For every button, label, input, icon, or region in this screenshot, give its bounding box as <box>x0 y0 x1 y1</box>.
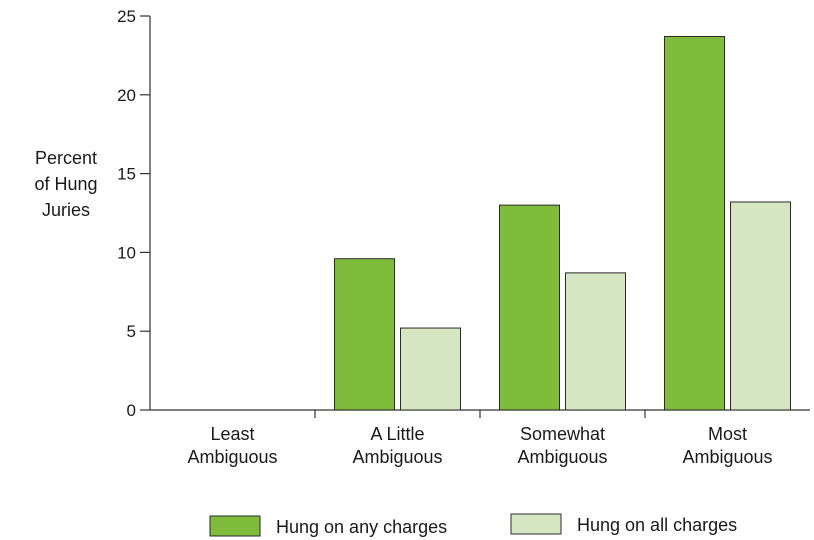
y-tick-label: 25 <box>117 7 136 26</box>
y-tick-label: 20 <box>117 86 136 105</box>
bar <box>499 204 560 411</box>
bar <box>664 35 725 411</box>
x-category-label: Least <box>210 424 254 444</box>
y-axis-ticks: 0 5 10 15 20 25 <box>117 7 150 420</box>
y-axis-title-line-2: of Hung <box>34 174 97 194</box>
x-category-label: Ambiguous <box>187 447 277 467</box>
x-category-label: Ambiguous <box>352 447 442 467</box>
bar <box>400 327 461 411</box>
y-tick-label: 0 <box>127 401 136 420</box>
y-axis-title-line-3: Juries <box>42 200 90 220</box>
legend-label: Hung on all charges <box>577 515 737 535</box>
legend: Hung on any charges Hung on all charges <box>209 513 737 537</box>
x-category-label: A Little <box>370 424 424 444</box>
x-category-label: Ambiguous <box>517 447 607 467</box>
legend-swatch <box>510 513 562 535</box>
bar <box>730 201 791 411</box>
y-axis-title-line-1: Percent <box>35 148 97 168</box>
legend-label: Hung on any charges <box>276 517 447 537</box>
bar <box>334 258 395 411</box>
x-category-label: Ambiguous <box>682 447 772 467</box>
y-tick-label: 5 <box>127 322 136 341</box>
y-tick-label: 15 <box>117 165 136 184</box>
bar <box>565 272 626 411</box>
y-tick-label: 10 <box>117 243 136 262</box>
y-axis-title: Percent of Hung Juries <box>34 148 97 220</box>
x-axis-categories: Least Ambiguous A Little Ambiguous Somewhat A… <box>187 410 773 467</box>
legend-swatch <box>209 515 261 537</box>
bars <box>334 35 791 411</box>
x-category-label: Most <box>708 424 747 444</box>
x-category-label: Somewhat <box>520 424 605 444</box>
